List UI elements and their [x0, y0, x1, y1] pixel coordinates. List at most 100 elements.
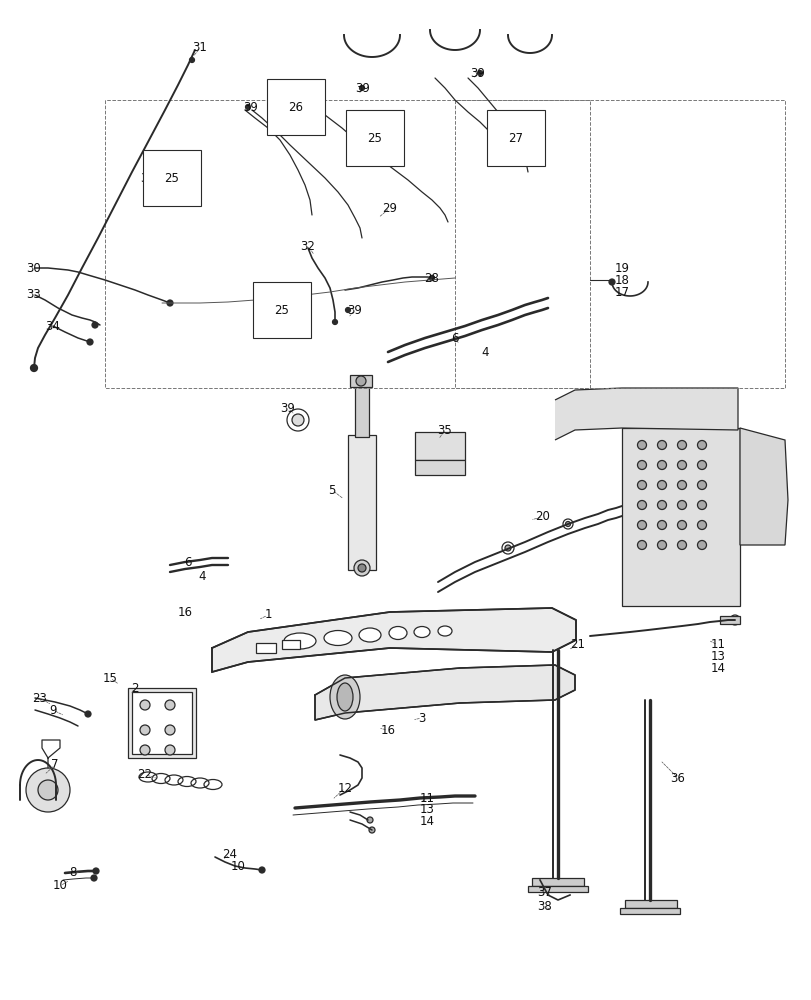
Circle shape — [358, 564, 366, 572]
Text: 3: 3 — [418, 711, 425, 724]
Circle shape — [354, 560, 370, 576]
Circle shape — [332, 320, 337, 324]
Polygon shape — [212, 608, 575, 672]
Circle shape — [676, 460, 685, 470]
Circle shape — [26, 768, 70, 812]
Text: 32: 32 — [300, 239, 315, 252]
Text: 14: 14 — [710, 662, 724, 676]
Circle shape — [697, 500, 706, 510]
Polygon shape — [739, 428, 787, 545]
Circle shape — [31, 364, 37, 371]
Circle shape — [92, 322, 98, 328]
Text: 6: 6 — [184, 556, 191, 568]
Circle shape — [637, 460, 646, 470]
Circle shape — [657, 500, 666, 510]
Text: 22: 22 — [137, 768, 152, 782]
Text: 21: 21 — [570, 638, 585, 652]
Polygon shape — [554, 388, 737, 440]
Text: 16: 16 — [178, 605, 192, 618]
Circle shape — [697, 540, 706, 550]
Text: 12: 12 — [337, 782, 352, 794]
Text: 33: 33 — [27, 288, 41, 302]
Bar — [255, 643, 276, 653]
Circle shape — [657, 460, 666, 470]
Bar — [354, 385, 368, 437]
Circle shape — [637, 520, 646, 530]
Circle shape — [139, 725, 150, 735]
Circle shape — [38, 780, 58, 800]
Circle shape — [355, 376, 366, 386]
Text: 26: 26 — [288, 101, 303, 114]
Circle shape — [368, 827, 375, 833]
Text: 39: 39 — [355, 82, 370, 95]
Text: 19: 19 — [614, 261, 629, 274]
Circle shape — [259, 867, 264, 873]
Circle shape — [165, 725, 175, 735]
Text: 20: 20 — [535, 510, 550, 524]
Text: 23: 23 — [32, 692, 47, 704]
Circle shape — [657, 440, 666, 450]
Text: 6: 6 — [451, 332, 458, 344]
Ellipse shape — [284, 633, 315, 649]
Circle shape — [165, 700, 175, 710]
Text: 13: 13 — [710, 650, 724, 664]
Circle shape — [657, 520, 666, 530]
Circle shape — [637, 500, 646, 510]
Circle shape — [367, 817, 372, 823]
Bar — [620, 908, 679, 914]
Text: 2: 2 — [131, 682, 139, 694]
Circle shape — [697, 481, 706, 489]
Circle shape — [85, 711, 91, 717]
Ellipse shape — [437, 626, 452, 636]
Ellipse shape — [358, 628, 380, 642]
Text: 7: 7 — [51, 758, 58, 772]
Circle shape — [139, 745, 150, 755]
Text: 38: 38 — [537, 900, 551, 913]
Circle shape — [477, 71, 482, 76]
Circle shape — [93, 868, 99, 874]
Circle shape — [429, 275, 434, 280]
Circle shape — [637, 440, 646, 450]
Bar — [531, 878, 583, 886]
Text: 8: 8 — [69, 866, 76, 880]
Text: 25: 25 — [367, 132, 382, 145]
Text: 4: 4 — [481, 346, 488, 359]
Circle shape — [139, 700, 150, 710]
Text: 16: 16 — [380, 723, 395, 736]
Text: 25: 25 — [274, 304, 289, 316]
Text: 39: 39 — [347, 304, 362, 316]
Bar — [414, 460, 465, 475]
Circle shape — [608, 279, 614, 285]
Circle shape — [245, 105, 250, 110]
Bar — [348, 435, 375, 570]
Circle shape — [87, 339, 93, 345]
Ellipse shape — [414, 626, 430, 638]
Circle shape — [676, 540, 685, 550]
Bar — [621, 428, 739, 606]
Text: 37: 37 — [537, 886, 551, 900]
Text: 25: 25 — [165, 172, 179, 185]
Text: 4: 4 — [198, 570, 205, 582]
Text: 28: 28 — [424, 271, 439, 284]
Circle shape — [657, 540, 666, 550]
Bar — [414, 432, 465, 460]
Circle shape — [91, 875, 97, 881]
Bar — [527, 886, 587, 892]
Circle shape — [165, 745, 175, 755]
Text: 10: 10 — [53, 880, 67, 892]
Text: 1: 1 — [264, 608, 272, 621]
Bar — [624, 900, 676, 908]
Bar — [128, 688, 195, 758]
Circle shape — [676, 520, 685, 530]
Text: 30: 30 — [27, 261, 41, 274]
Circle shape — [697, 520, 706, 530]
Text: 39: 39 — [140, 172, 155, 185]
Circle shape — [697, 440, 706, 450]
Circle shape — [429, 275, 434, 280]
Bar — [719, 616, 739, 624]
Text: 14: 14 — [419, 815, 434, 828]
Ellipse shape — [329, 675, 359, 719]
Circle shape — [167, 300, 173, 306]
Text: 35: 35 — [437, 424, 452, 436]
Circle shape — [292, 414, 303, 426]
